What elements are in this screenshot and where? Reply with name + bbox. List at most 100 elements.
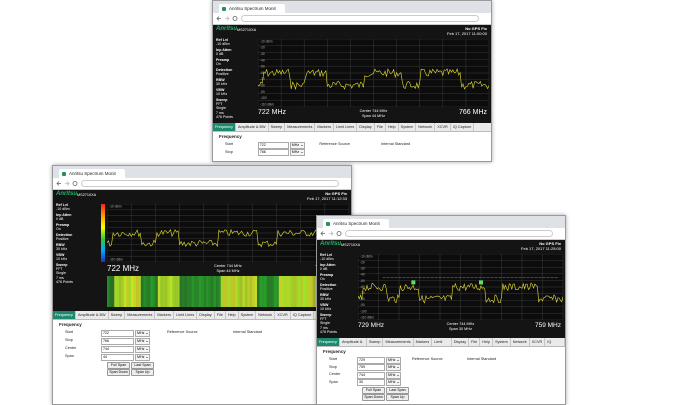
unit-select[interactable]: MHz [386,371,402,379]
span-button[interactable]: Last Span [131,362,154,369]
datetime: Feb 17, 2017 11:12:33 [307,196,347,201]
spectrogram-column [266,276,270,307]
y-label: -100 [260,96,267,100]
function-tab[interactable]: Network [256,311,276,319]
field-input[interactable]: 722 [257,141,289,149]
function-tab[interactable]: Amplitude & BW [340,338,367,352]
function-tab[interactable]: Display [452,338,470,346]
unit-select[interactable]: MHz [386,364,402,371]
function-tab[interactable]: Limit Lines [174,311,198,319]
function-tab[interactable]: System [493,338,511,346]
function-tab[interactable]: XCVR [275,311,291,319]
function-tab[interactable]: IQ Capture [291,311,315,319]
unit-select[interactable]: MHz [386,379,402,386]
function-tab[interactable]: XCVR [435,123,451,131]
function-tab[interactable]: XCVR [530,338,546,346]
function-tab[interactable]: IQ Capture [545,338,565,352]
unit-select[interactable]: MHz [135,353,151,361]
span-button[interactable]: Last Span [386,387,409,394]
function-tab[interactable]: Display [197,311,215,319]
unit-select[interactable]: MHz [289,141,306,149]
function-tab[interactable]: Sweep [367,338,384,346]
unit-select[interactable]: MHz [386,356,402,364]
function-tab[interactable]: Frequency [213,123,236,131]
span-button[interactable]: Span Down [362,394,385,401]
function-tab[interactable]: Help [386,123,399,131]
function-tab[interactable]: Markers [155,311,175,319]
field-input[interactable]: 744 [357,371,385,379]
function-tab[interactable]: Sweep [269,123,286,131]
setting: Preamp On [320,273,355,281]
setting-value: 476 Points [320,329,337,334]
function-tab[interactable]: File [375,123,386,131]
function-tab[interactable]: Limit Lines [432,338,452,352]
browser-tab[interactable]: Anritsu Spectrum Monit [59,169,125,178]
function-tab[interactable]: System [399,123,417,131]
url-box[interactable] [81,180,339,187]
function-tab[interactable]: System [239,311,257,319]
function-tab[interactable]: Markers [414,338,433,346]
unit-select[interactable]: MHz [289,149,306,156]
field-input[interactable]: 722 [101,329,134,337]
setting-value: 476 Points [56,279,73,284]
setting-value: 0 dB [56,217,64,222]
unit-select[interactable]: MHz [135,337,151,345]
function-tab[interactable]: Limit Lines [334,123,358,131]
field-input[interactable]: 30 [357,379,385,386]
setting: Ref Lvl -10 dBm [320,253,355,261]
field-input[interactable]: 766 [257,149,289,156]
function-tab[interactable]: Display [357,123,375,131]
field-input[interactable]: 744 [101,345,134,353]
y-label: -110 dBm [360,315,374,319]
browser-tab[interactable]: Anritsu Spectrum Monit [323,219,389,228]
span-button[interactable]: Full Span [107,362,130,369]
function-tab[interactable]: Amplitude & BW [236,123,269,131]
function-tab[interactable]: Help [226,311,239,319]
function-tab[interactable]: Sweep [109,311,126,319]
field-label: Span [65,354,74,358]
spectrogram-column [269,276,272,307]
url-box[interactable] [345,230,553,237]
function-tab[interactable]: Network [511,338,530,346]
function-tab[interactable]: Measurements [383,338,414,346]
nav-buttons[interactable] [319,228,345,239]
function-tab[interactable]: IQ Capture [451,123,475,131]
setting-value: 7 ms [56,275,64,280]
function-tab[interactable]: Frequency [317,338,340,346]
nav-buttons[interactable] [215,13,241,24]
span-button[interactable]: Span Up [386,394,409,401]
forward-arrow [65,181,70,186]
spectrogram-column [131,276,134,307]
spectrogram-column [203,276,207,307]
reload [72,181,78,186]
field-input[interactable]: 766 [101,337,134,345]
unit-select[interactable]: MHz [135,329,151,337]
field-input[interactable]: 44 [101,353,134,361]
function-tab[interactable]: Measurements [125,311,156,319]
browser-tab[interactable]: Anritsu Spectrum Monit [219,4,285,13]
function-tab[interactable]: Measurements [285,123,316,131]
function-tab[interactable]: File [215,311,226,319]
spectrogram-column [290,276,294,307]
setting: Inp Atten 0 dB [216,48,255,56]
function-tab[interactable]: File [469,338,481,346]
span-button[interactable]: Span Up [131,369,154,376]
url-box[interactable] [241,15,479,22]
function-tab[interactable]: Markers [315,123,335,131]
setting-value: -10 dBm [320,257,334,262]
field-input[interactable]: 759 [357,364,385,371]
nav-buttons[interactable] [55,178,81,189]
span-button[interactable]: Span Down [107,369,130,376]
unit-select[interactable]: MHz [135,345,151,353]
spectrogram-column [116,276,120,307]
reference-value: Internal Standard [467,357,497,361]
function-tab[interactable]: Amplitude & BW [76,311,109,319]
function-tab[interactable]: Frequency [53,311,76,319]
field-input[interactable]: 729 [357,356,385,364]
spectrogram-column [249,276,253,307]
function-tab[interactable]: Help [480,338,494,346]
function-tab[interactable]: Network [416,123,436,131]
spectrogram-column [172,276,176,307]
field-label: Stop [329,364,337,369]
span-button[interactable]: Full Span [362,387,385,394]
